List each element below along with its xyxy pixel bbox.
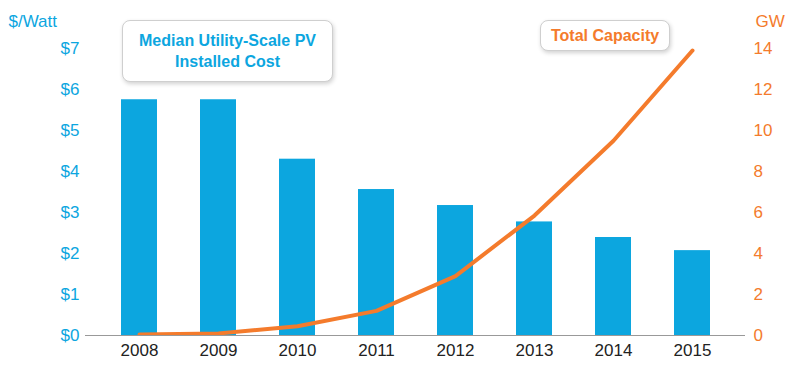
svg-text:GW: GW [756, 12, 785, 31]
svg-text:$7: $7 [61, 39, 80, 58]
svg-text:$3: $3 [61, 203, 80, 222]
svg-text:$0: $0 [61, 326, 80, 345]
svg-text:12: 12 [754, 80, 773, 99]
svg-text:6: 6 [754, 203, 763, 222]
svg-text:$5: $5 [61, 121, 80, 140]
svg-text:$1: $1 [61, 285, 80, 304]
html-text:Total Capacity: Total Capacity [551, 27, 660, 44]
svg-text:2008: 2008 [121, 341, 159, 360]
svg-text:10: 10 [754, 121, 773, 140]
svg-text:14: 14 [754, 39, 773, 58]
svg-text:2011: 2011 [358, 341, 395, 360]
svg-text:2: 2 [754, 285, 763, 304]
svg-text:2009: 2009 [200, 341, 238, 360]
html-text:Median Utility-Scale PV Instal: Median Utility-Scale PV Installed Cost [139, 32, 316, 70]
svg-text:2014: 2014 [595, 341, 633, 360]
svg-text:$/Watt: $/Watt [9, 12, 58, 31]
svg-text:$4: $4 [61, 162, 80, 181]
svg-text:$2: $2 [61, 244, 80, 263]
svg-text:2012: 2012 [437, 341, 475, 360]
svg-text:2015: 2015 [674, 341, 712, 360]
svg-text:4: 4 [754, 244, 763, 263]
svg-text:$6: $6 [61, 80, 80, 99]
svg-text:8: 8 [754, 162, 763, 181]
svg-text:2010: 2010 [279, 341, 317, 360]
svg-text:0: 0 [754, 326, 763, 345]
svg-text:2013: 2013 [516, 341, 554, 360]
